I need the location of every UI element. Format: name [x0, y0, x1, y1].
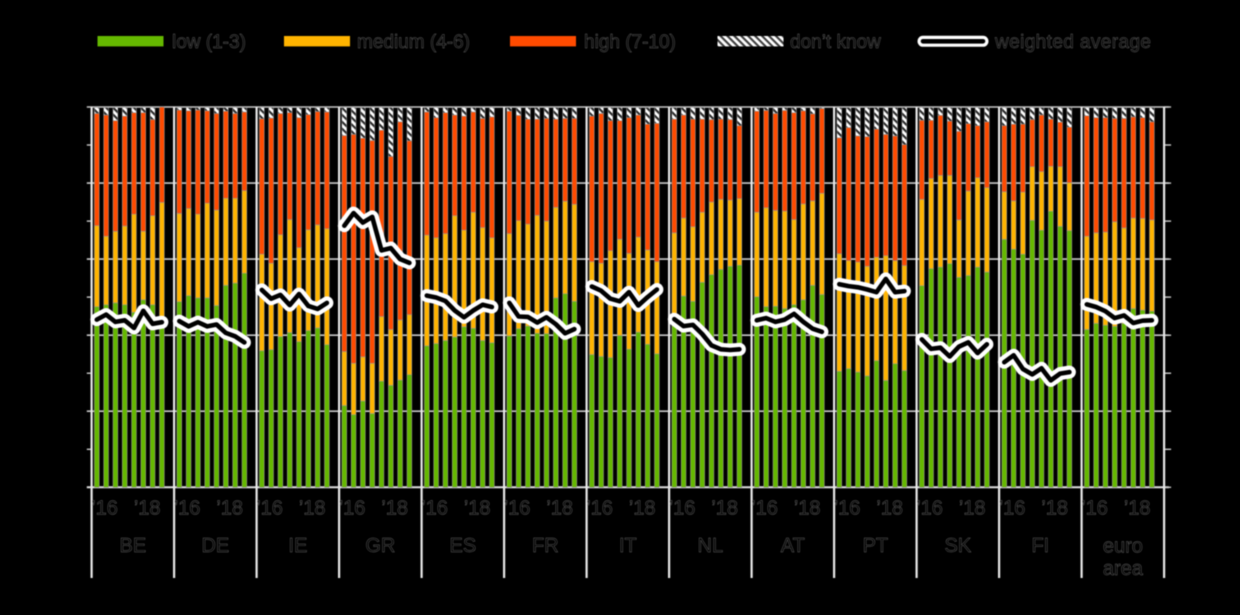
svg-text:’16: ’16: [421, 498, 448, 520]
svg-text:’18: ’18: [546, 498, 573, 520]
svg-text:’18: ’18: [216, 498, 243, 520]
svg-text:PT: PT: [863, 535, 889, 557]
svg-text:NL: NL: [698, 535, 724, 557]
svg-text:weighted average: weighted average: [994, 32, 1151, 53]
svg-text:DE: DE: [201, 535, 229, 557]
svg-text:euro: euro: [1103, 536, 1143, 558]
svg-text:’18: ’18: [876, 498, 903, 520]
svg-text:’18: ’18: [381, 498, 408, 520]
svg-text:’16: ’16: [174, 498, 201, 520]
svg-text:’16: ’16: [339, 498, 366, 520]
svg-text:’18: ’18: [794, 498, 821, 520]
svg-text:area: area: [1103, 558, 1144, 580]
svg-text:SK: SK: [945, 535, 972, 557]
svg-text:’18: ’18: [464, 498, 491, 520]
svg-text:BE: BE: [120, 535, 147, 557]
svg-text:IE: IE: [288, 535, 307, 557]
svg-text:’16: ’16: [834, 498, 861, 520]
svg-text:ES: ES: [450, 535, 477, 557]
svg-text:’18: ’18: [1124, 498, 1151, 520]
svg-text:medium (4-6): medium (4-6): [357, 32, 470, 53]
svg-text:’16: ’16: [91, 498, 118, 520]
svg-text:AT: AT: [781, 535, 805, 557]
svg-text:don’t know: don’t know: [790, 32, 881, 53]
svg-text:’16: ’16: [999, 498, 1026, 520]
svg-text:’16: ’16: [751, 498, 778, 520]
svg-text:high (7-10): high (7-10): [584, 32, 676, 53]
svg-text:’18: ’18: [299, 498, 326, 520]
svg-text:’18: ’18: [959, 498, 986, 520]
svg-text:’18: ’18: [629, 498, 656, 520]
svg-text:’16: ’16: [256, 498, 283, 520]
svg-text:FR: FR: [532, 535, 559, 557]
svg-text:’18: ’18: [134, 498, 161, 520]
svg-text:’16: ’16: [1081, 498, 1108, 520]
svg-text:’18: ’18: [1041, 498, 1068, 520]
svg-text:’16: ’16: [586, 498, 613, 520]
svg-text:low (1-3): low (1-3): [172, 32, 246, 53]
svg-text:GR: GR: [365, 535, 395, 557]
svg-text:’16: ’16: [916, 498, 943, 520]
svg-text:IT: IT: [619, 535, 637, 557]
svg-text:’18: ’18: [711, 498, 738, 520]
svg-text:’16: ’16: [669, 498, 696, 520]
svg-text:FI: FI: [1031, 535, 1049, 557]
svg-text:’16: ’16: [504, 498, 531, 520]
